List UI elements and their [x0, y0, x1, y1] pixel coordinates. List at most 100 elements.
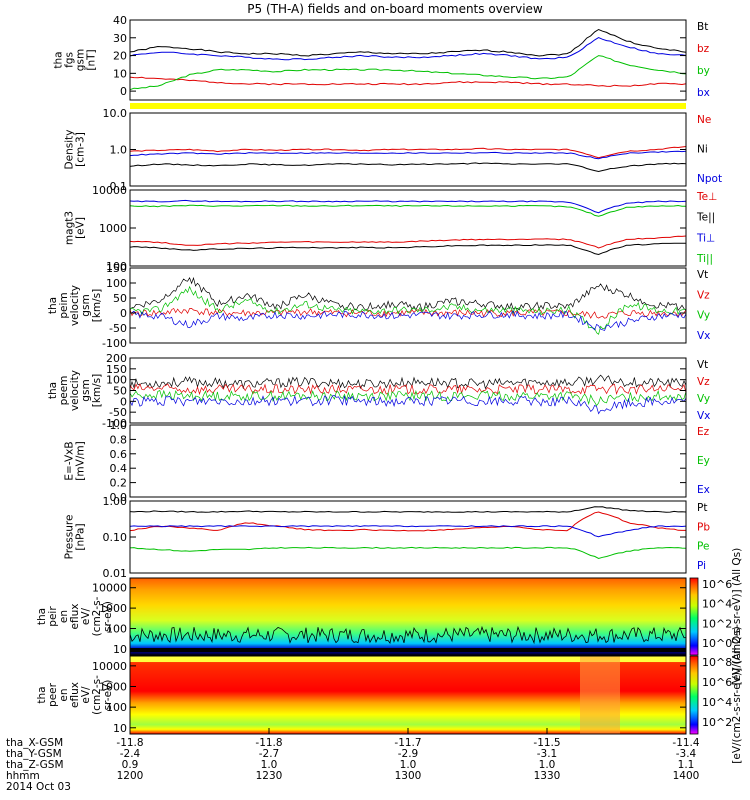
ylabel-fgs: fgs	[64, 52, 76, 68]
ytick-label-pressure: 0.10	[103, 531, 128, 544]
xaxis-row-value: 1.0	[261, 759, 278, 771]
series-fgs-2	[129, 55, 687, 91]
ylabel-fgs: [nT]	[86, 49, 98, 70]
xaxis-row-value: -11.7	[394, 737, 421, 749]
spectrogram-peer-topband	[130, 656, 686, 662]
series-pressure-3	[129, 525, 687, 538]
legend-fgs-0: Bt	[697, 21, 708, 33]
ytick-label-peim: -100	[102, 337, 127, 350]
frame-peir	[129, 577, 687, 656]
xaxis-row-value: 1230	[256, 770, 283, 782]
ylabel-density: [cm-3]	[75, 132, 87, 167]
ytick-label-fgs: 0	[120, 85, 127, 98]
legend-efield-2: Ex	[697, 484, 710, 496]
legend-pressure-1: Pb	[697, 521, 710, 533]
xaxis-row-value: 1330	[534, 770, 561, 782]
colorbar-tick: 10^0	[702, 637, 732, 650]
xaxis-row-value: -3.4	[676, 748, 697, 760]
xaxis-row-label: tha_Z-GSM	[6, 759, 64, 771]
series-temp-1	[129, 242, 687, 256]
spectrogram-peir-band	[130, 648, 686, 652]
ytick-label-temp: 100	[106, 260, 127, 273]
colorbar-tick: 10^2	[702, 617, 732, 630]
ylabel-peir: eflux	[69, 604, 81, 630]
spectrogram-peer-event	[580, 656, 620, 734]
ytick-label-peir: 100	[106, 622, 127, 635]
colorbar-tick: 10^4	[702, 696, 732, 709]
ylabel-peir: (cm2-s-	[91, 596, 103, 636]
colorbar-label: [eV/(cm2-s-sr-eV)] (All Qs)	[731, 626, 743, 763]
ytick-label-efield: 0.2	[110, 477, 128, 490]
ytick-label-peer: 1000	[99, 680, 127, 693]
ylabel-peim: gsm	[80, 294, 92, 316]
frame-peim	[129, 267, 687, 344]
panel-efield: Ez Ey Ex 1.00.8 0.60.4 0.20.0 E=-VxB [mV/m]	[64, 419, 710, 504]
ylabel-peer: en	[58, 688, 70, 701]
ytick-label-peim: 100	[106, 277, 127, 290]
ytick-label-efield: 0.4	[110, 462, 128, 475]
ytick-label-fgs: 30	[113, 32, 127, 45]
xaxis-row-value: -11.8	[116, 737, 143, 749]
ylabel-peer: sr-eV)	[102, 680, 114, 711]
ytick-label-peer: 10	[113, 722, 127, 735]
ytick-label-peer: 100	[106, 701, 127, 714]
panel-density: Ne Ni Npot 10.0 1.0 0.1 Density [cm-3]	[64, 107, 723, 193]
ylabel-temp: magt3	[64, 211, 76, 245]
ytick-label-density: 10.0	[103, 107, 128, 120]
ytick-label-efield: 0.0	[110, 491, 128, 504]
ylabel-peim: peim	[58, 292, 70, 318]
legend-density-1: Ni	[697, 144, 708, 156]
xaxis-row-value: 1.1	[678, 759, 695, 771]
xaxis-row-value: 0.9	[122, 759, 139, 771]
xaxis-row-value: -2.9	[398, 748, 419, 760]
series-temp-0	[129, 235, 687, 249]
ylabel-peir: tha	[36, 608, 48, 625]
ylabel-fgs: gsm	[75, 49, 87, 71]
xaxis-row-value: -11.5	[533, 737, 560, 749]
legend-temp-0: Te⊥	[696, 191, 717, 203]
legend-peem-2: Vy	[697, 393, 710, 405]
ylabel-pressure: Pressure	[64, 515, 76, 560]
series-temp-3	[129, 204, 687, 217]
ytick-label-fgs: 20	[113, 50, 127, 63]
colorbar-gradient	[689, 655, 699, 735]
ytick-label-peem: 200	[106, 352, 127, 365]
colorbar-gradient	[689, 577, 699, 656]
ylabel-peem: peem	[58, 376, 70, 406]
spectrogram-peir-noise	[129, 625, 687, 645]
ylabel-efield: [mV/m]	[75, 441, 87, 480]
ylabel-peer: peer	[47, 682, 59, 707]
colorbar-tick: 10^4	[702, 598, 732, 611]
series-peim-3	[129, 310, 687, 331]
xaxis-row-value: 1.0	[539, 759, 556, 771]
legend-temp-1: Te||	[696, 212, 715, 224]
legend-peim-1: Vz	[697, 289, 710, 301]
ytick-label-peem: 0	[120, 395, 127, 408]
xaxis-row-label: tha_Y-GSM	[6, 748, 62, 760]
series-pressure-1	[129, 511, 686, 532]
panel-pressure: Pt Pb Pe Pi 1.00 0.10 0.01 Pressure [nPa]	[64, 495, 711, 580]
legend-temp-2: Ti⊥	[696, 232, 715, 244]
legend-efield-0: Ez	[697, 426, 710, 438]
ylabel-peer: tha	[36, 686, 48, 703]
legend-peem-3: Vx	[697, 410, 710, 422]
ytick-label-density: 0.1	[110, 180, 128, 193]
ytick-label-peem: -100	[102, 417, 127, 430]
series-peim-2	[129, 285, 687, 335]
legend-fgs-2: by	[697, 65, 710, 77]
ytick-label-pressure: 1.00	[103, 495, 128, 508]
ylabel-efield: E=-VxB	[64, 441, 76, 480]
series-density-1	[129, 162, 687, 173]
legend-peim-3: Vx	[697, 330, 710, 342]
xaxis-row-value: -11.8	[255, 737, 282, 749]
xaxis-row-value: 1.0	[400, 759, 417, 771]
colorbar-tick: 10^8	[702, 656, 732, 669]
ytick-label-density: 1.0	[110, 144, 128, 157]
series-fgs-0	[129, 28, 687, 57]
xaxis-row-value: 1300	[395, 770, 422, 782]
ylabel-peir: en	[58, 610, 70, 623]
x-axis-footer: tha_X-GSM -11.8 -11.8 -11.7 -11.5 -11.4 tha_Y-…	[6, 728, 700, 793]
ylabel-pressure: [nPa]	[75, 523, 87, 550]
